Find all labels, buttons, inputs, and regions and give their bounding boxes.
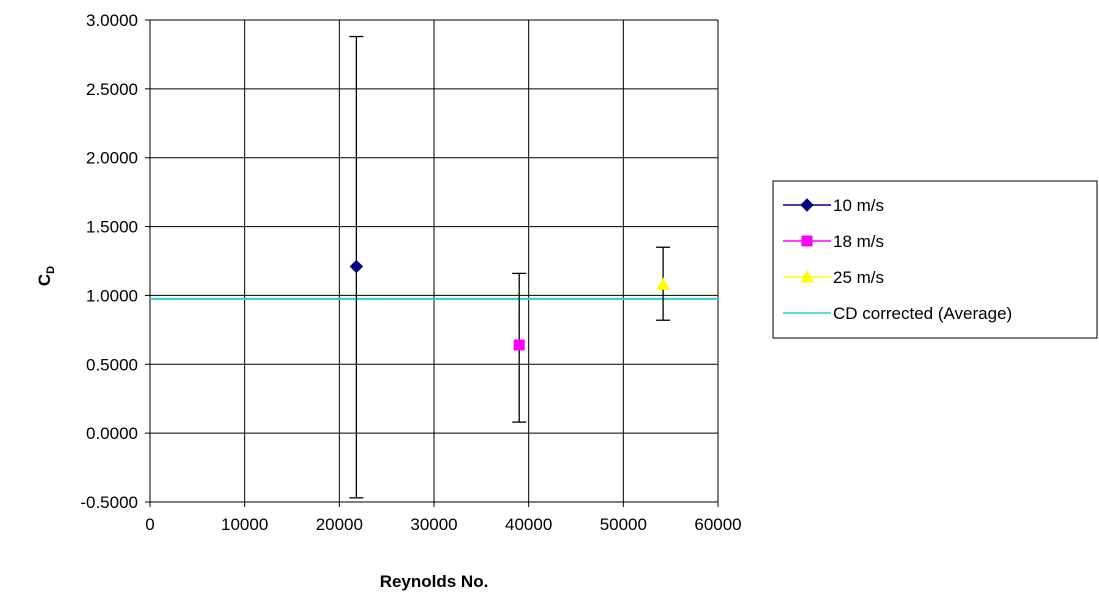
y-tick-label: 3.0000 xyxy=(86,11,138,30)
legend-marker xyxy=(801,235,813,247)
x-tick-label: 0 xyxy=(145,515,154,534)
legend-box xyxy=(772,180,1098,339)
x-tick-label: 10000 xyxy=(221,515,268,534)
x-axis-title: Reynolds No. xyxy=(380,572,489,591)
y-tick-label: 2.0000 xyxy=(86,149,138,168)
x-tick-label: 60000 xyxy=(694,515,741,534)
y-tick-label: 0.5000 xyxy=(86,355,138,374)
y-tick-labels: -0.5000 0.0000 0.5000 1.0000 1.5000 2.0000 2.5… xyxy=(80,11,138,512)
y-axis-title-subscript: D xyxy=(45,266,57,274)
legend-marker xyxy=(800,269,814,283)
legend-label: 18 m/s xyxy=(833,232,884,251)
x-tick-label: 40000 xyxy=(505,515,552,534)
x-tick-labels: 0 10000 20000 30000 40000 50000 60000 xyxy=(145,515,741,534)
grid xyxy=(145,19,719,507)
y-axis-title-main: C xyxy=(35,274,54,286)
legend-label: 25 m/s xyxy=(833,268,884,287)
y-tick-label: 0.0000 xyxy=(86,424,138,443)
y-tick-label: 1.5000 xyxy=(86,218,138,237)
error-bars xyxy=(349,35,671,499)
x-tick-label: 30000 xyxy=(410,515,457,534)
data-point xyxy=(656,277,670,290)
legend: 10 m/s 18 m/s 25 m/s CD corrected (Average) xyxy=(772,180,1098,339)
data-point xyxy=(513,339,525,351)
data-point xyxy=(349,259,364,274)
data-markers xyxy=(349,259,670,351)
y-tick-label: -0.5000 xyxy=(80,493,138,512)
y-tick-label: 1.0000 xyxy=(86,286,138,305)
legend-marker xyxy=(800,198,814,212)
x-tick-label: 50000 xyxy=(600,515,647,534)
x-tick-label: 20000 xyxy=(316,515,363,534)
legend-label: 10 m/s xyxy=(833,196,884,215)
y-tick-label: 2.5000 xyxy=(86,80,138,99)
y-axis-title: CD xyxy=(35,266,57,286)
legend-label: CD corrected (Average) xyxy=(833,304,1012,323)
